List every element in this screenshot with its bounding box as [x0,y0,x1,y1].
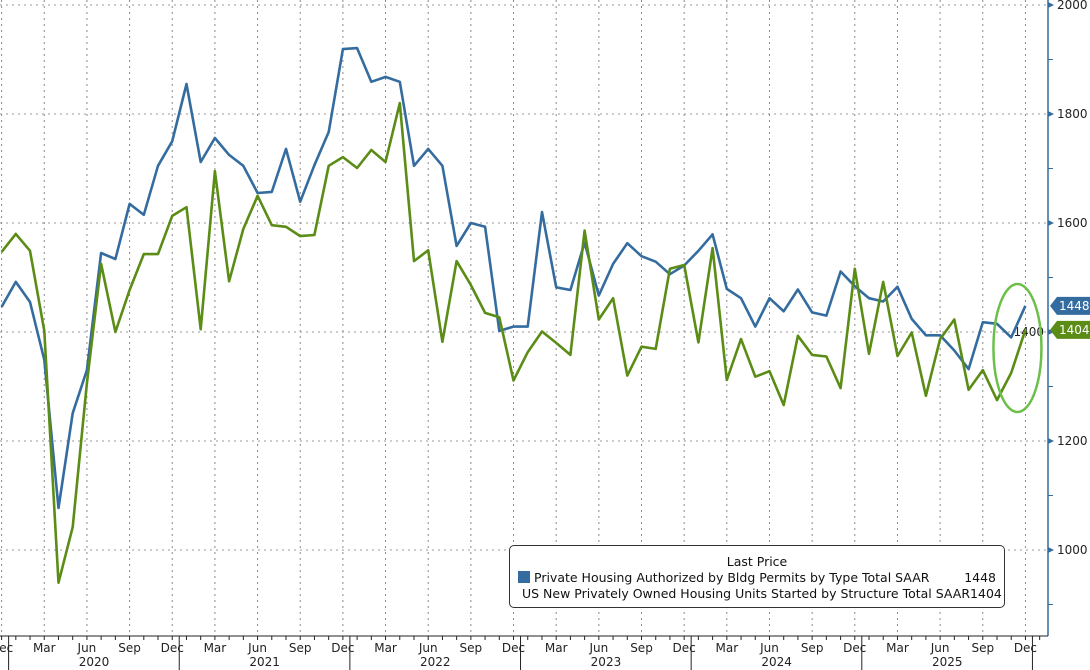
last-value-label: 1448 [1059,299,1090,313]
x-year-label: 2020 [79,655,110,669]
y-tick-arrow [1048,329,1054,335]
y-tick-label: 1600 [1057,216,1088,230]
x-year-label: 2022 [420,655,451,669]
x-tick-label: Jun [759,641,779,655]
x-tick-label: Sep [460,641,483,655]
x-tick-label: Mar [715,641,738,655]
x-tick-label: Dec [161,641,184,655]
last-value-tag-permits [1050,296,1090,315]
x-tick-label: Mar [33,641,56,655]
x-tick-label: Dec [673,641,696,655]
y-tick-label: 2000 [1057,0,1088,12]
y-tick-arrow [1048,547,1054,553]
x-tick-label: Dec [1014,641,1037,655]
legend: Last Price Private Housing Authorized by… [509,545,1005,608]
legend-item-starts: US New Privately Owned Housing Units Sta… [510,585,1004,601]
x-tick-label: Sep [289,641,312,655]
x-tick-label: Jun [588,641,608,655]
y-tick-arrow [1048,2,1054,8]
y-tick-arrow [1048,220,1054,226]
y-tick-arrow [1048,438,1054,444]
x-tick-label: Mar [545,641,568,655]
legend-value-starts: 1404 [970,585,1002,601]
legend-title: Last Price [726,554,788,569]
y-tick-label: 1200 [1057,434,1088,448]
legend-swatch-permits [518,571,530,583]
x-tick-label: Jun [77,641,97,655]
x-year-label: 2024 [761,655,792,669]
x-year-label: 2021 [249,655,280,669]
x-tick-label: Mar [204,641,227,655]
y-tick-label: 1400 [1013,325,1044,339]
last-value-label: 1404 [1059,323,1090,337]
x-tick-label: Jun [418,641,438,655]
x-tick-label: Sep [118,641,141,655]
y-tick-label: 1800 [1057,107,1088,121]
legend-item-permits: Private Housing Authorized by Bldg Permi… [510,569,1004,585]
x-tick-label: Jun [247,641,267,655]
legend-label-starts: US New Privately Owned Housing Units Sta… [522,585,971,601]
x-tick-label: Mar [374,641,397,655]
x-year-label: 2025 [932,655,963,669]
x-tick-label: Dec [502,641,525,655]
last-value-tag-starts [1050,320,1090,339]
x-tick-label: Dec [0,641,13,655]
legend-label-permits: Private Housing Authorized by Bldg Permi… [534,569,930,585]
x-tick-label: Dec [843,641,866,655]
y-tick-arrow [1048,111,1054,117]
series-line-starts [0,101,1027,585]
legend-value-permits: 1448 [964,569,996,585]
x-tick-label: Sep [801,641,824,655]
series-line-permits [0,46,1027,510]
x-tick-label: Mar [886,641,909,655]
x-year-label: 2023 [591,655,622,669]
highlight-ellipse [992,282,1043,414]
x-tick-label: Jun [930,641,950,655]
x-tick-label: Dec [331,641,354,655]
x-tick-label: Sep [971,641,994,655]
y-tick-label: 1000 [1057,543,1088,557]
x-tick-label: Sep [630,641,653,655]
